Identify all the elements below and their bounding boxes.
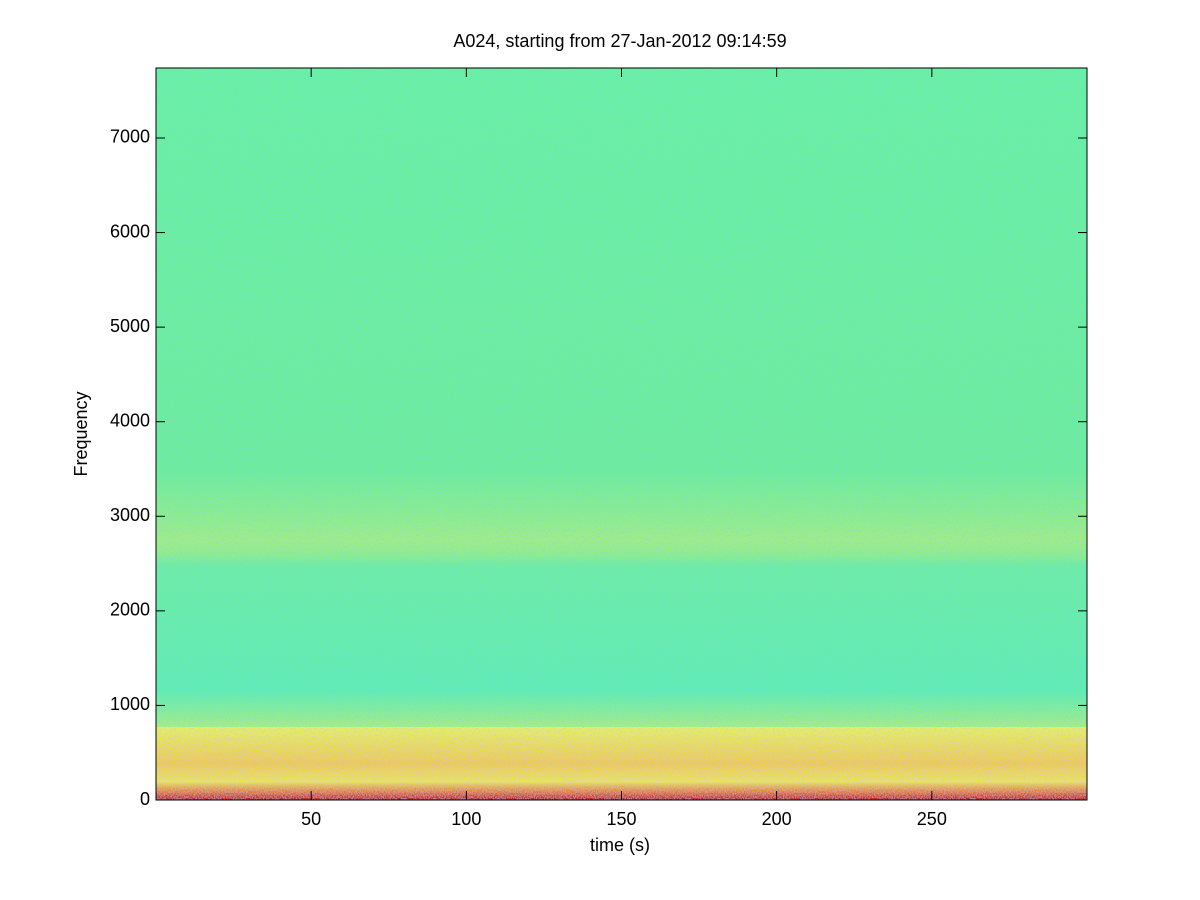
- y-tick-label: 7000: [110, 127, 150, 147]
- x-tick-label: 50: [301, 809, 321, 829]
- spectrogram-image: [156, 68, 1087, 800]
- y-tick-label: 6000: [110, 221, 150, 241]
- y-tick-label: 2000: [110, 600, 150, 620]
- x-tick-label: 150: [606, 809, 636, 829]
- x-tick-label: 100: [451, 809, 481, 829]
- y-tick-label: 1000: [110, 694, 150, 714]
- x-tick-label: 250: [917, 809, 947, 829]
- y-tick-label: 0: [140, 789, 150, 809]
- y-tick-label: 5000: [110, 316, 150, 336]
- y-tick-label: 4000: [110, 410, 150, 430]
- x-axis-label: time (s): [590, 835, 650, 855]
- plot-area: [155, 67, 1088, 801]
- chart-title: A024, starting from 27-Jan-2012 09:14:59: [453, 31, 786, 51]
- x-tick-label: 200: [762, 809, 792, 829]
- y-axis-label: Frequency: [71, 391, 91, 476]
- y-tick-label: 3000: [110, 505, 150, 525]
